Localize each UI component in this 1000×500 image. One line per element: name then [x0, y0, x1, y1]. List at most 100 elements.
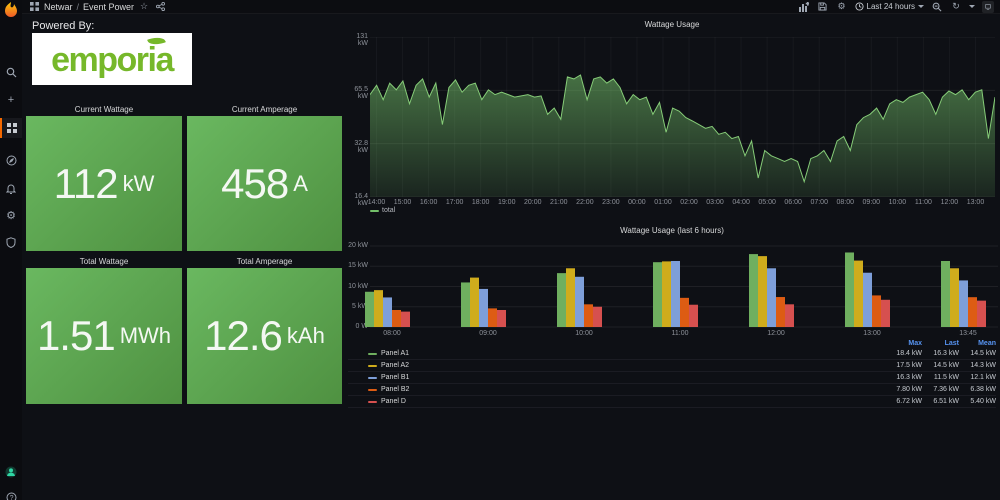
stat-background: 1.51 MWh	[26, 268, 182, 404]
legend-swatch	[368, 376, 377, 379]
breadcrumb: Netwar / Event Power ☆	[28, 1, 166, 13]
x-tick-label: 08:00	[383, 330, 401, 337]
stat-unit: MWh	[119, 323, 172, 348]
legend-mean-value: 14.3 kW	[970, 362, 996, 369]
legend-series-name[interactable]: Panel A2	[348, 362, 885, 369]
sidebar-alerting-icon[interactable]	[0, 178, 22, 198]
legend-row[interactable]: Panel A2 17.5 kW 14.5 kW 14.3 kW	[348, 360, 996, 372]
y-tick-label: 65.5 kW	[354, 86, 368, 101]
dashboard-grid-icon	[28, 1, 40, 13]
sidebar-explore-icon[interactable]	[0, 150, 22, 170]
breadcrumb-dashboard-title[interactable]: Event Power	[83, 1, 135, 12]
panel-title[interactable]: Wattage Usage	[644, 20, 700, 29]
sidebar-configuration-icon[interactable]: ⚙	[6, 209, 16, 222]
star-dashboard-icon[interactable]: ☆	[140, 1, 149, 11]
x-tick-label: 21:00	[550, 199, 568, 206]
grafana-logo-icon[interactable]	[2, 1, 20, 19]
sidebar-add-icon[interactable]: +	[7, 94, 15, 106]
x-tick-label: 03:00	[706, 199, 724, 206]
stat-panel-current-wattage: Current Wattage 112 kW	[26, 103, 182, 252]
legend-mean-value: 5.40 kW	[970, 398, 996, 405]
share-dashboard-icon[interactable]	[154, 1, 166, 13]
x-tick-label: 01:00	[654, 199, 672, 206]
legend-row[interactable]: Panel D 6.72 kW 6.51 kW 5.40 kW	[348, 396, 996, 408]
x-tick-label: 00:00	[628, 199, 646, 206]
sidebar-avatar[interactable]	[0, 462, 22, 482]
time-range-label: Last 24 hours	[866, 2, 915, 11]
sidebar-search-icon[interactable]	[0, 62, 22, 82]
stat-background: 458 A	[187, 116, 342, 251]
legend-series-name[interactable]: Panel D	[348, 398, 885, 405]
legend-header-last[interactable]: Last	[944, 339, 959, 347]
legend-series-label: Panel B1	[381, 374, 410, 381]
time-series-plot[interactable]	[369, 36, 996, 198]
panel-title[interactable]: Current Wattage	[74, 105, 134, 114]
legend-last-value: 6.51 kW	[933, 398, 959, 405]
time-range-picker[interactable]: Last 24 hours	[854, 2, 924, 11]
time-range-caret-icon	[918, 5, 924, 8]
legend-series-label: Panel D	[381, 398, 406, 405]
bar-chart-plot[interactable]	[346, 236, 998, 330]
add-panel-icon[interactable]	[798, 1, 810, 13]
save-dashboard-icon[interactable]	[817, 1, 829, 13]
y-tick-label: 10 kW	[348, 282, 368, 290]
sidebar-server-admin-icon[interactable]	[0, 232, 22, 252]
legend-last-value: 7.36 kW	[933, 386, 959, 393]
stat-value: 12.6	[204, 312, 283, 359]
y-tick-label: 5 kW	[352, 302, 368, 310]
legend-row[interactable]: Panel B2 7.80 kW 7.36 kW 6.38 kW	[348, 384, 996, 396]
refresh-interval-caret-icon[interactable]	[969, 5, 975, 8]
x-tick-label: 15:00	[393, 199, 412, 206]
panel-title[interactable]: Current Amperage	[231, 105, 298, 114]
y-tick-label: 16.4 kW	[354, 193, 368, 207]
x-tick-label: 19:00	[497, 199, 516, 206]
cycle-view-icon[interactable]	[982, 0, 994, 13]
dashboard-settings-icon[interactable]: ⚙	[837, 1, 846, 11]
emporia-logo: emporia	[32, 33, 192, 85]
toolbar: ⚙ Last 24 hours ↻	[798, 0, 994, 13]
sidebar-dashboards-icon[interactable]	[0, 118, 22, 138]
legend-swatch	[368, 364, 377, 367]
panel-title[interactable]: Total Amperage	[236, 257, 293, 266]
legend-last-value: 16.3 kW	[933, 350, 959, 357]
legend-row[interactable]: Panel A1 18.4 kW 16.3 kW 14.5 kW	[348, 348, 996, 360]
legend-last-value: 14.5 kW	[933, 362, 959, 369]
refresh-icon[interactable]: ↻	[952, 1, 960, 11]
legend-swatch	[368, 400, 377, 403]
legend-series-label: Panel B2	[381, 386, 410, 393]
stat-unit: kW	[122, 170, 155, 196]
legend-header-mean[interactable]: Mean	[978, 339, 996, 347]
legend-last-value: 11.5 kW	[933, 374, 959, 381]
x-tick-label: 05:00	[758, 199, 776, 206]
legend-swatch	[368, 352, 377, 355]
stat-background: 112 kW	[26, 116, 182, 251]
legend-series-name[interactable]: total	[382, 207, 396, 214]
stat-unit: A	[293, 170, 308, 196]
panel-title[interactable]: Total Wattage	[79, 257, 129, 266]
legend-mean-value: 6.38 kW	[970, 386, 996, 393]
x-tick-label: 04:00	[732, 199, 750, 206]
y-tick-label: 32.8 kW	[354, 139, 368, 154]
zoom-out-icon[interactable]	[931, 1, 943, 13]
clock-icon	[854, 2, 864, 11]
wattage-usage-6h-panel: Wattage Usage (last 6 hours) 20 kW 15 kW 1…	[346, 222, 998, 408]
legend-series-name[interactable]: Panel A1	[348, 350, 885, 357]
top-navigation-bar: Netwar / Event Power ☆ ⚙	[22, 0, 1000, 14]
legend-series-name[interactable]: Panel B2	[348, 386, 885, 393]
sidebar-help-icon[interactable]: ?	[0, 487, 22, 500]
legend-swatch	[368, 388, 377, 391]
legend-header-max[interactable]: Max	[908, 339, 922, 347]
x-tick-label: 06:00	[784, 199, 802, 206]
legend-series-name[interactable]: Panel B1	[348, 374, 885, 381]
series-legend[interactable]: total	[370, 207, 395, 214]
dashboard-content: Powered By: emporia Current Wattage 112 …	[22, 14, 1000, 500]
legend-row[interactable]: Panel B1 16.3 kW 11.5 kW 12.1 kW	[348, 372, 996, 384]
legend-max-value: 7.80 kW	[896, 386, 922, 393]
x-tick-label: 10:00	[888, 199, 907, 206]
breadcrumb-folder[interactable]: Netwar	[44, 1, 73, 12]
panel-title[interactable]: Wattage Usage (last 6 hours)	[620, 226, 724, 235]
stat-value: 112	[53, 159, 119, 207]
stat-unit: kAh	[286, 323, 325, 348]
legend-series-label: Panel A2	[381, 362, 410, 369]
